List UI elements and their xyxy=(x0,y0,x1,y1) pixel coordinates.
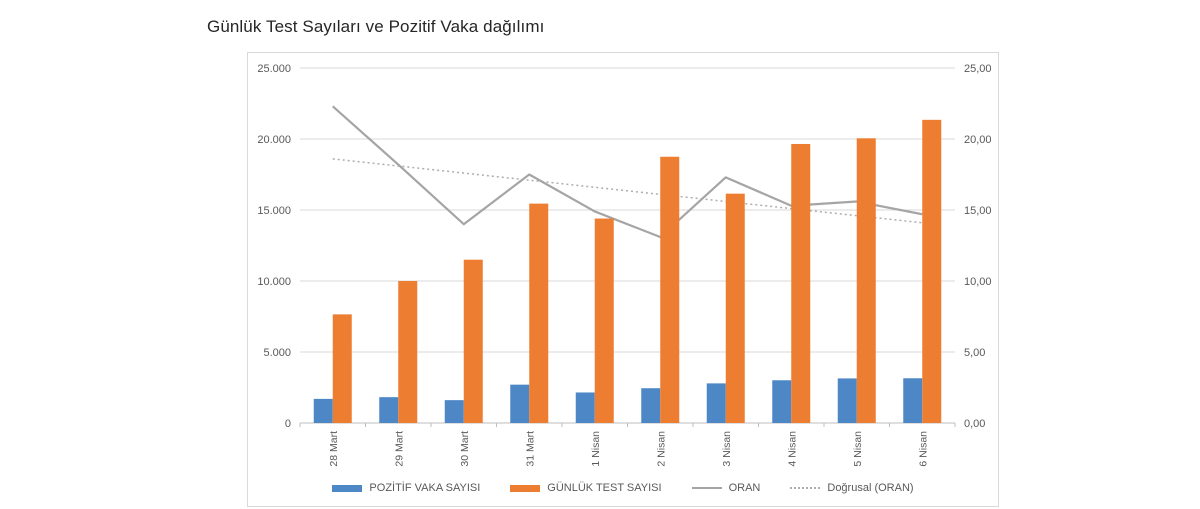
right-axis-tick-label: 0,00 xyxy=(964,418,985,430)
x-axis-category-label: 28 Mart xyxy=(328,431,340,467)
bar-gunluk-test-sayisi xyxy=(725,193,745,423)
legend-swatch-pozitif-vaka-sayisi xyxy=(332,484,363,492)
right-axis-tick-label: 20,00 xyxy=(964,134,992,146)
bar-pozitif-vaka-sayisi xyxy=(706,383,726,423)
bar-pozitif-vaka-sayisi xyxy=(313,398,333,423)
legend-swatch-gunluk-test-sayisi xyxy=(510,484,541,492)
legend-swatch-oran-line xyxy=(691,487,722,489)
bar-pozitif-vaka-sayisi xyxy=(444,400,464,423)
x-axis-category-label: 2 Nisan xyxy=(655,431,667,467)
legend-item-oran: ORAN xyxy=(691,482,761,494)
bar-gunluk-test-sayisi xyxy=(332,314,352,423)
x-axis-category-label: 30 Mart xyxy=(459,431,471,467)
left-axis-tick-label: 0 xyxy=(285,418,291,430)
bar-gunluk-test-sayisi xyxy=(791,143,811,423)
legend-item-dogrusal-oran: Doğrusal (ORAN) xyxy=(790,482,914,494)
bar-gunluk-test-sayisi xyxy=(529,203,549,423)
chart-legend: POZİTİF VAKA SAYISI GÜNLÜK TEST SAYISI O… xyxy=(248,482,998,494)
right-axis-tick-label: 15,00 xyxy=(964,205,992,217)
x-axis-category-label: 31 Mart xyxy=(524,431,536,467)
bar-gunluk-test-sayisi xyxy=(398,281,418,423)
chart-title: Günlük Test Sayıları ve Pozitif Vaka dağ… xyxy=(207,17,545,36)
chart-area: 0 0,00 5.000 5,00 10.000 10,00 15.000 15,00 20.0… xyxy=(247,52,999,507)
bar-gunluk-test-sayisi xyxy=(922,119,942,423)
left-axis-tick-label: 15.000 xyxy=(257,205,291,217)
legend-label-oran: ORAN xyxy=(728,482,761,494)
bar-gunluk-test-sayisi xyxy=(856,138,876,423)
left-axis-tick-label: 20.000 xyxy=(257,134,291,146)
bar-pozitif-vaka-sayisi xyxy=(837,378,857,423)
left-axis-tick-label: 10.000 xyxy=(257,276,291,288)
bar-gunluk-test-sayisi xyxy=(660,156,680,423)
bar-pozitif-vaka-sayisi xyxy=(641,388,661,423)
legend-label-pozitif-vaka-sayisi: POZİTİF VAKA SAYISI xyxy=(369,482,481,494)
bar-pozitif-vaka-sayisi xyxy=(575,392,595,423)
x-axis-category-label: 4 Nisan xyxy=(786,431,798,467)
x-axis-category-label: 29 Mart xyxy=(393,431,405,467)
x-axis-category-label: 5 Nisan xyxy=(852,431,864,467)
right-axis-tick-label: 10,00 xyxy=(964,276,992,288)
bar-gunluk-test-sayisi xyxy=(463,259,483,423)
bar-pozitif-vaka-sayisi xyxy=(903,378,923,423)
x-axis-category-label: 1 Nisan xyxy=(590,431,602,467)
line-oran xyxy=(332,105,923,239)
bar-pozitif-vaka-sayisi xyxy=(379,397,399,423)
left-axis-tick-label: 25.000 xyxy=(257,63,291,75)
bar-pozitif-vaka-sayisi xyxy=(510,384,530,423)
bar-pozitif-vaka-sayisi xyxy=(772,380,792,423)
x-axis-category-label: 3 Nisan xyxy=(721,431,733,467)
x-axis-category-label: 6 Nisan xyxy=(917,431,929,467)
legend-item-gunluk-test-sayisi: GÜNLÜK TEST SAYISI xyxy=(510,482,662,494)
legend-label-gunluk-test-sayisi: GÜNLÜK TEST SAYISI xyxy=(547,482,662,494)
bar-gunluk-test-sayisi xyxy=(594,218,614,423)
right-axis-tick-label: 5,00 xyxy=(964,347,985,359)
legend-item-pozitif-vaka-sayisi: POZİTİF VAKA SAYISI xyxy=(332,482,480,494)
legend-label-dogrusal-oran: Doğrusal (ORAN) xyxy=(827,482,914,494)
trendline-dogrusal-oran xyxy=(332,158,923,224)
plot-area: 0 0,00 5.000 5,00 10.000 10,00 15.000 15,00 20.0… xyxy=(257,63,992,467)
right-axis-tick-label: 25,00 xyxy=(964,63,992,75)
legend-swatch-dogrusal-oran-line xyxy=(790,487,821,489)
left-axis-tick-label: 5.000 xyxy=(263,347,291,359)
